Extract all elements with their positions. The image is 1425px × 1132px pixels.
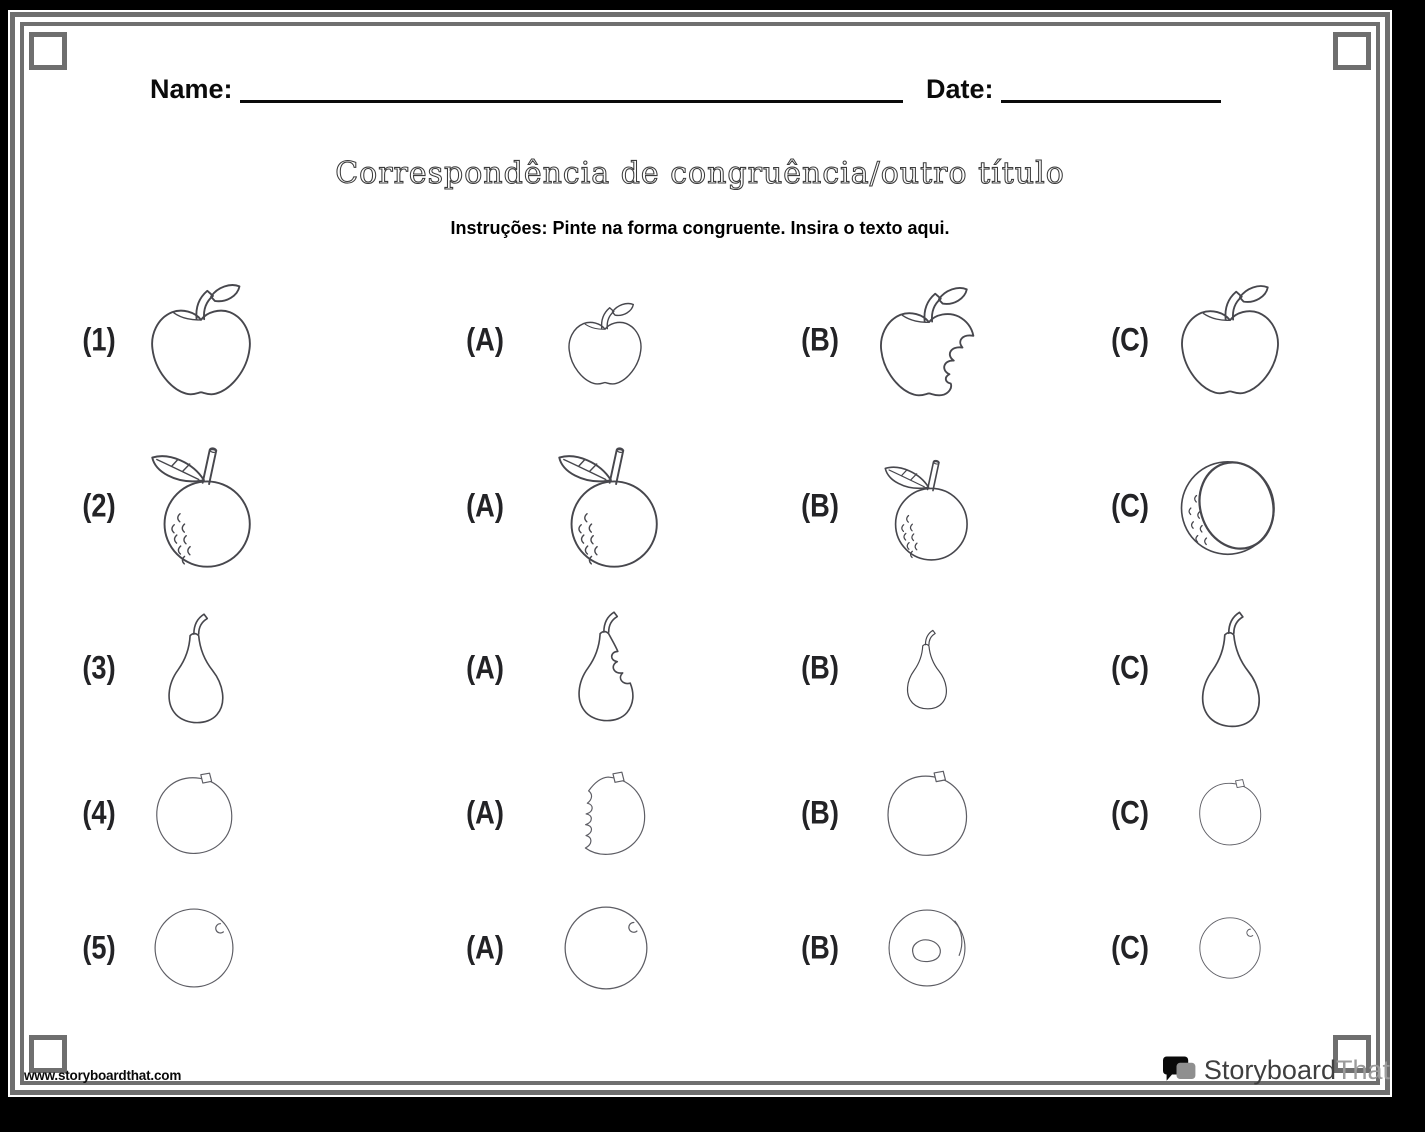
option-label: (A) xyxy=(466,321,504,358)
option-label: (C) xyxy=(1111,321,1149,358)
row-number-label: (3) xyxy=(82,649,116,686)
website-url: www.storyboardthat.com xyxy=(24,1068,182,1083)
option-label: (B) xyxy=(801,929,839,966)
storyboardthat-logo: Storyboard That xyxy=(1162,1054,1390,1086)
row-number-label: (2) xyxy=(82,487,116,524)
pear-small-icon[interactable] xyxy=(902,628,952,712)
apple-bitten-icon[interactable] xyxy=(868,285,990,399)
option-label: (C) xyxy=(1111,929,1149,966)
corner-square-top-right xyxy=(1333,32,1371,70)
date-input-line[interactable] xyxy=(1001,100,1221,103)
round-fruit-icon[interactable] xyxy=(881,768,973,858)
plum-cut-icon[interactable] xyxy=(886,909,968,987)
round-fruit-bitten-icon[interactable] xyxy=(557,769,655,857)
option-label: (C) xyxy=(1111,794,1149,831)
pear-icon[interactable] xyxy=(1191,609,1271,731)
row-number-label: (1) xyxy=(82,321,116,358)
corner-square-top-left xyxy=(29,32,67,70)
round-fruit-small-icon[interactable] xyxy=(1194,777,1266,847)
row-number-label: (5) xyxy=(82,929,116,966)
apple-icon[interactable] xyxy=(148,282,254,398)
date-label: Date: xyxy=(926,74,994,104)
orange-half-icon[interactable] xyxy=(1179,457,1279,559)
plum-icon[interactable] xyxy=(564,905,648,991)
option-label: (C) xyxy=(1111,487,1149,524)
pear-icon[interactable] xyxy=(158,611,234,727)
option-label: (A) xyxy=(466,487,504,524)
plum-icon[interactable] xyxy=(154,908,234,988)
corner-square-bottom-right xyxy=(1333,1035,1371,1073)
option-label: (A) xyxy=(466,929,504,966)
orange-icon[interactable] xyxy=(553,444,665,568)
option-label: (B) xyxy=(801,794,839,831)
logo-text-secondary: That xyxy=(1335,1054,1390,1085)
option-label: (A) xyxy=(466,649,504,686)
row-number-label: (4) xyxy=(82,794,116,831)
name-input-line[interactable] xyxy=(240,100,903,103)
option-label: (C) xyxy=(1111,649,1149,686)
option-label: (A) xyxy=(466,794,504,831)
round-fruit-icon[interactable] xyxy=(148,770,240,856)
instructions-text: Instruções: Pinte na forma congruente. I… xyxy=(450,218,950,238)
apple-small-icon[interactable] xyxy=(566,300,644,388)
plum-small-icon[interactable] xyxy=(1199,917,1261,979)
worksheet-page: Name: Date: Correspondência de congruênc… xyxy=(8,10,1392,1097)
orange-icon[interactable] xyxy=(146,444,258,568)
apple-icon[interactable] xyxy=(1178,283,1282,397)
name-label: Name: xyxy=(150,74,233,104)
pear-bitten-icon[interactable] xyxy=(565,609,647,725)
orange-small-icon[interactable] xyxy=(880,457,974,561)
option-label: (B) xyxy=(801,649,839,686)
worksheet-title: Correspondência de congruência/outro tít… xyxy=(335,155,1065,191)
speech-bubbles-icon xyxy=(1162,1056,1196,1081)
option-label: (B) xyxy=(801,321,839,358)
option-label: (B) xyxy=(801,487,839,524)
corner-square-bottom-left xyxy=(29,1035,67,1073)
logo-text-primary: Storyboard xyxy=(1203,1054,1336,1085)
